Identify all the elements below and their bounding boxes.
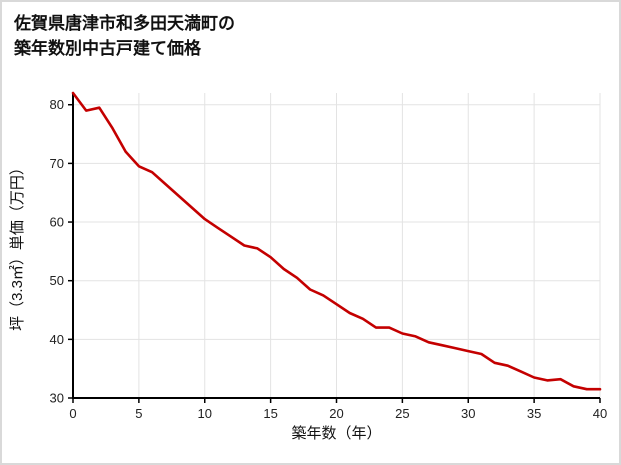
x-tick-label: 25 [395,406,409,421]
x-tick-label: 20 [329,406,343,421]
x-tick-label: 0 [69,406,76,421]
x-tick-label: 15 [263,406,277,421]
y-tick-label: 80 [50,97,64,112]
y-tick-label: 50 [50,273,64,288]
y-tick-label: 70 [50,156,64,171]
y-tick-label: 30 [50,391,64,406]
y-tick-label: 40 [50,332,64,347]
x-axis-label: 築年数（年） [291,424,381,442]
y-tick-label: 60 [50,215,64,230]
price-line-series [71,91,602,391]
x-tick-label: 30 [461,406,475,421]
age-price-line-chart: 0 5 10 15 20 25 30 35 40 30 40 50 60 70 80 築年数（年） 坪（3.3㎡… [9,91,607,442]
x-tick-label: 5 [135,406,142,421]
chart-title-line2: 築年数別中古戸建て価格 [14,38,201,58]
x-tick-label: 10 [198,406,212,421]
y-axis-label: 坪（3.3㎡）単価（万円） [9,160,26,331]
chart-title: 佐賀県唐津市和多田天満町の 築年数別中古戸建て価格 [14,12,235,61]
x-tick-label: 40 [593,406,607,421]
chart-title-line1: 佐賀県唐津市和多田天満町の [14,14,235,33]
x-tick-label: 35 [527,406,541,421]
